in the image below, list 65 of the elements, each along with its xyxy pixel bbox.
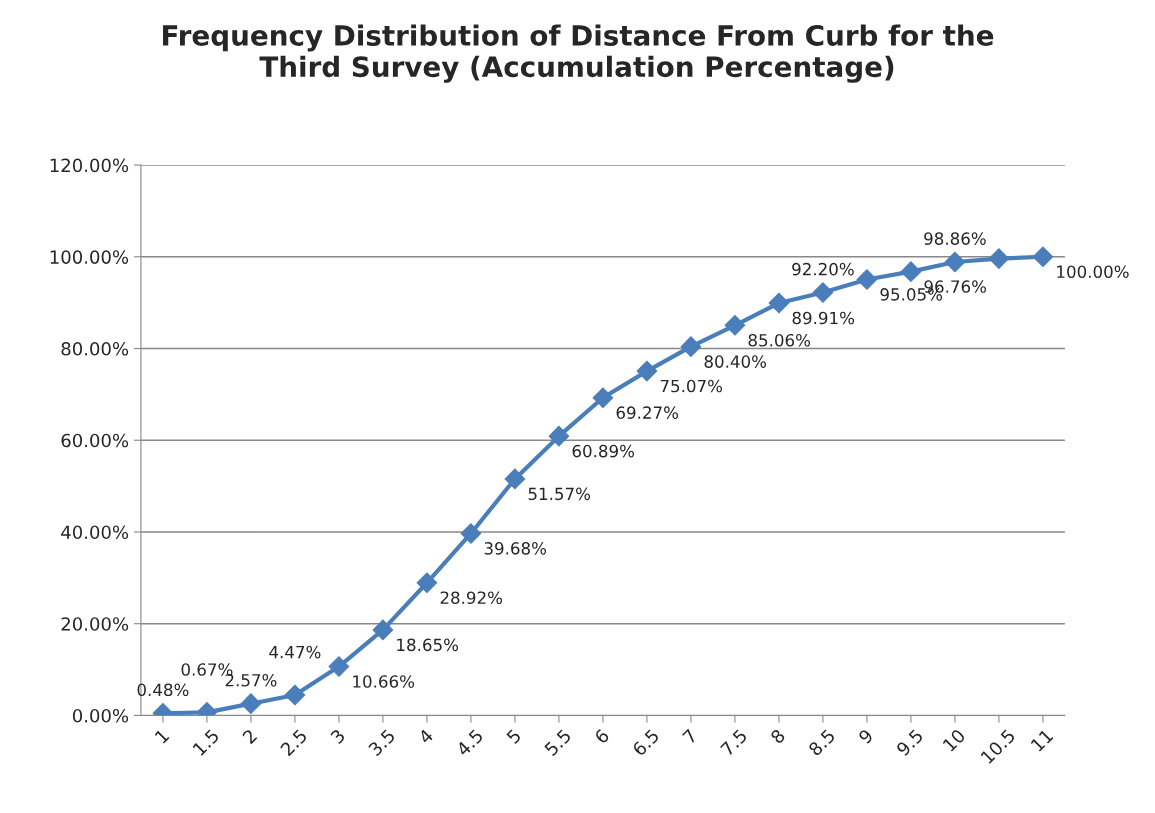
data-label: 10.66% bbox=[353, 675, 415, 688]
data-label: 100.00% bbox=[1057, 265, 1129, 279]
data-label: 18.65% bbox=[397, 638, 459, 652]
y-tick-label: 60.00% bbox=[61, 433, 129, 448]
x-tick-label: 6 bbox=[593, 728, 610, 745]
x-tick-label: 5 bbox=[506, 728, 522, 745]
x-tick-label: 4.5 bbox=[455, 728, 484, 757]
point bbox=[636, 360, 658, 382]
data-label: 2.57% bbox=[225, 673, 277, 687]
data-label: 4.47% bbox=[269, 645, 321, 659]
point bbox=[724, 314, 746, 336]
data-label: 60.89% bbox=[572, 444, 635, 458]
point bbox=[988, 248, 1010, 269]
data-label: 28.92% bbox=[440, 591, 503, 605]
point bbox=[284, 684, 306, 706]
point bbox=[504, 468, 526, 490]
y-tick-label: 100.00% bbox=[50, 250, 129, 264]
x-tick-label: 10 bbox=[942, 728, 966, 752]
point bbox=[372, 619, 394, 641]
point bbox=[328, 656, 350, 677]
point bbox=[944, 251, 966, 273]
data-label: 92.20% bbox=[792, 262, 854, 276]
y-tick-label: 20.00% bbox=[61, 617, 129, 631]
data-label: 69.27% bbox=[616, 406, 679, 419]
x-tick-label: 8.5 bbox=[807, 728, 836, 757]
point bbox=[1032, 246, 1054, 268]
data-label: 98.86% bbox=[924, 232, 986, 245]
point bbox=[416, 572, 438, 594]
x-tick-label: 8 bbox=[769, 728, 786, 745]
data-label: 85.06% bbox=[748, 333, 811, 347]
x-tick-label: 1 bbox=[154, 728, 170, 744]
y-tick-label: 120.00% bbox=[50, 158, 129, 173]
point bbox=[548, 425, 570, 447]
x-tick-label: 7 bbox=[682, 728, 698, 745]
y-tick-label: 80.00% bbox=[61, 341, 129, 356]
point bbox=[768, 292, 790, 314]
x-tick-label: 6.5 bbox=[631, 728, 660, 757]
point bbox=[240, 693, 262, 714]
x-tick-label: 3.5 bbox=[367, 728, 396, 757]
x-tick-label: 11 bbox=[1030, 728, 1054, 752]
data-label: 89.91% bbox=[792, 311, 855, 325]
y-tick-label: 0.00% bbox=[72, 708, 129, 723]
x-tick-label: 9.5 bbox=[895, 728, 924, 757]
data-label: 75.07% bbox=[660, 379, 723, 393]
x-tick-label: 9 bbox=[857, 728, 874, 745]
y-tick-label: 40.00% bbox=[61, 525, 129, 540]
x-tick-label: 1.5 bbox=[192, 728, 220, 757]
point bbox=[680, 336, 702, 358]
point bbox=[900, 261, 922, 282]
data-label: 0.48% bbox=[137, 683, 189, 697]
x-tick-label: 2 bbox=[241, 728, 258, 745]
data-label: 51.57% bbox=[528, 487, 591, 501]
chart-title: Frequency Distribution of Distance From Curb for the Third Survey (Accumulation Percentage) bbox=[163, 24, 994, 83]
x-tick-label: 4 bbox=[417, 728, 434, 745]
x-tick-label: 3 bbox=[329, 728, 346, 745]
data-label: 39.68% bbox=[484, 542, 547, 555]
point bbox=[812, 282, 834, 303]
point bbox=[592, 387, 614, 409]
point bbox=[856, 269, 878, 290]
data-label: 0.67% bbox=[181, 663, 233, 676]
x-tick-label: 5.5 bbox=[543, 728, 572, 757]
x-tick-label: 7.5 bbox=[720, 728, 748, 757]
point bbox=[460, 523, 482, 544]
data-label: 80.40% bbox=[704, 355, 767, 368]
x-tick-label: 2.5 bbox=[279, 728, 308, 757]
